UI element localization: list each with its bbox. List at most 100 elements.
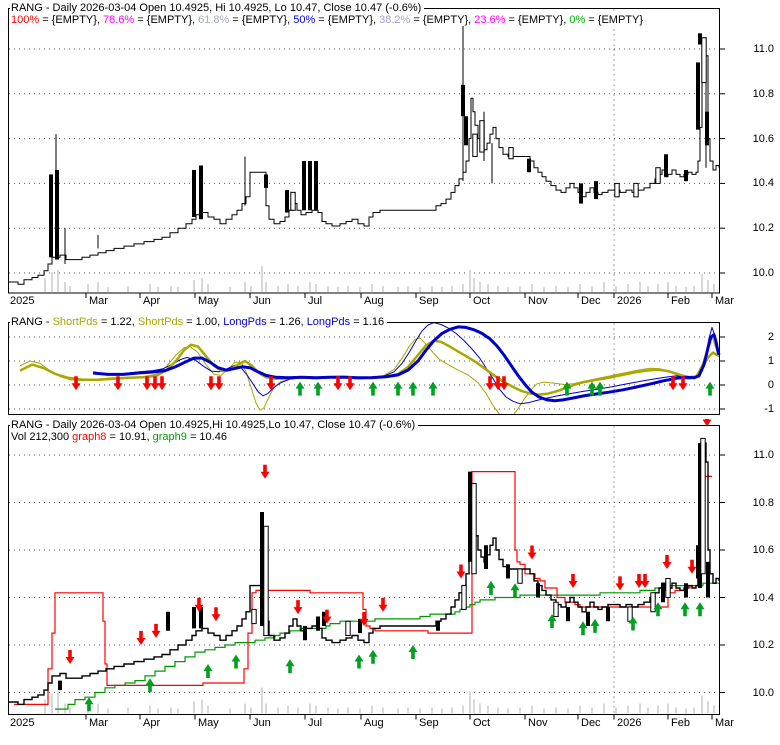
series-LongPds — [92, 322, 720, 405]
title-segment: = 1.26, — [266, 316, 307, 328]
month-label: Dec — [581, 295, 601, 307]
month-label: Mar — [89, 295, 108, 307]
title-segment: ShortPds — [137, 316, 184, 328]
fib-retracement-legend: 100% = {EMPTY}, 78.6% = {EMPTY}, 61.8% =… — [10, 14, 647, 26]
price-bars — [58, 437, 710, 691]
month-label: 2025 — [10, 295, 35, 307]
price-panel-plot[interactable] — [8, 8, 726, 308]
signal-panel-volume-line: Vol 212,300 graph8 = 10.91, graph9 = 10.… — [10, 431, 230, 443]
month-label: Jul — [308, 717, 323, 729]
series-graph8 — [14, 471, 712, 705]
month-label: Oct — [473, 717, 491, 729]
month-label: May — [198, 717, 219, 729]
fib-level-value: = {EMPTY} — [585, 14, 644, 26]
title-segment: RANG - — [11, 316, 53, 328]
month-label: Mar — [89, 717, 108, 729]
y-tick-label: 10.4 — [752, 591, 774, 604]
month-label: 2026 — [617, 717, 642, 729]
y-tick-label: 1 — [767, 355, 774, 367]
plot-layers — [8, 419, 725, 720]
volume-bars — [44, 266, 715, 292]
month-label: Feb — [671, 295, 690, 307]
fib-level-value: = {EMPTY}, — [505, 14, 570, 26]
month-label: Mar — [715, 717, 734, 729]
month-label: Jun — [253, 295, 271, 307]
fib-level-label: 38.2% — [379, 14, 411, 26]
plot-layers — [8, 8, 725, 298]
series-price — [8, 442, 720, 706]
volume-bars — [44, 687, 715, 714]
month-label: Jun — [253, 717, 271, 729]
y-tick-label: -1 — [764, 403, 774, 415]
title-segment: graph8 — [72, 431, 107, 443]
fib-level-label: 100% — [11, 14, 40, 26]
title-segment: LongPds — [306, 316, 351, 328]
month-label: 2025 — [10, 717, 35, 729]
month-label: Nov — [528, 295, 548, 307]
month-label: Nov — [528, 717, 548, 729]
series-graph9 — [55, 582, 719, 710]
signal-panel-plot[interactable] — [8, 419, 726, 733]
signal-panel-month-axis: 2025 Mar Apr May Jun Jul Aug Sep Oct Nov Dec 2026 Fe… — [0, 717, 780, 731]
y-tick-label: 11.0 — [753, 449, 774, 461]
y-tick-label: 10.8 — [752, 87, 774, 100]
plot-layers — [8, 322, 725, 415]
fib-level-value: = {EMPTY}, — [315, 14, 380, 26]
series-price — [8, 37, 720, 285]
y-tick-label: 10.2 — [752, 639, 774, 651]
month-label: May — [198, 295, 219, 307]
month-label: Aug — [364, 295, 384, 307]
month-label: Aug — [364, 717, 384, 729]
month-label: Dec — [581, 717, 601, 729]
month-label: Feb — [671, 717, 690, 729]
y-tick-label: 10.2 — [752, 222, 774, 235]
y-tick-label: 10.0 — [752, 267, 774, 279]
title-segment: = 1.22, — [97, 316, 138, 328]
month-label: Apr — [143, 295, 161, 307]
fib-level-label: 61.8% — [198, 14, 230, 26]
fib-level-label: 78.6% — [103, 14, 135, 26]
y-tick-label: 0 — [767, 379, 774, 391]
title-segment: = 10.46 — [186, 431, 227, 443]
price-panel-month-axis: 2025 Mar Apr May Jun Jul Aug Sep Oct Nov Dec 2026 Fe… — [0, 295, 780, 309]
title-segment: graph9 — [152, 431, 187, 443]
price-panel-title: RANG - Daily 2026-03-04 Open 10.4925, Hi… — [10, 2, 425, 14]
y-tick-label: 10.0 — [752, 686, 774, 699]
title-segment: LongPds — [223, 316, 267, 328]
fib-level-label: 23.6% — [474, 14, 506, 26]
month-label: Apr — [143, 717, 161, 729]
series-LongPds — [92, 325, 721, 403]
title-segment: = 1.00, — [183, 316, 224, 328]
signal-arrows — [65, 419, 712, 712]
month-label: Sep — [419, 295, 439, 307]
oscillator-panel-title: RANG - ShortPds = 1.22, ShortPds = 1.00,… — [10, 316, 388, 328]
y-tick-label: 10.4 — [752, 177, 774, 190]
title-segment: Vol 212,300 — [11, 431, 73, 443]
fib-level-value: = {EMPTY}, — [134, 14, 199, 26]
signal-panel-title: RANG - Daily 2026-03-04 Open 10.4925,Hi … — [10, 419, 419, 431]
fib-level-label: 50% — [293, 14, 316, 26]
month-label: Jul — [308, 295, 323, 307]
month-label: Mar — [715, 295, 734, 307]
fib-level-value: = {EMPTY}, — [410, 14, 475, 26]
fib-level-value: = {EMPTY}, — [229, 14, 294, 26]
month-label: 2026 — [617, 295, 642, 307]
series-ShortPds — [19, 336, 720, 415]
month-label: Oct — [473, 295, 491, 307]
title-segment: = 10.91, — [106, 431, 153, 443]
series-ShortPds — [19, 339, 720, 396]
y-tick-label: 2 — [767, 331, 774, 343]
oscillator-panel-plot[interactable] — [8, 317, 726, 415]
y-tick-label: 11.0 — [753, 43, 774, 55]
fib-level-value: = {EMPTY}, — [39, 14, 104, 26]
y-tick-label: 10.6 — [752, 132, 774, 145]
title-segment: ShortPds — [52, 316, 98, 328]
month-label: Sep — [419, 717, 439, 729]
title-segment: = 1.16 — [350, 316, 385, 328]
y-tick-label: 10.8 — [752, 496, 774, 509]
signal-arrows — [71, 376, 715, 396]
price-bars — [49, 22, 709, 265]
y-tick-label: 10.6 — [752, 544, 774, 556]
fib-level-label: 0% — [569, 14, 586, 26]
